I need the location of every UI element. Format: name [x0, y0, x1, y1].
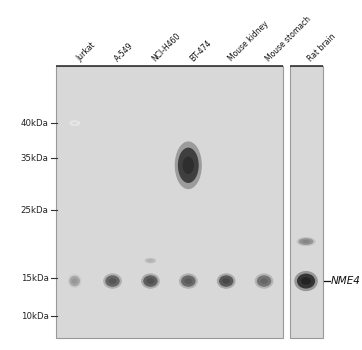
Text: 25kDa: 25kDa [21, 206, 49, 215]
Ellipse shape [147, 259, 153, 262]
Text: 35kDa: 35kDa [21, 154, 49, 163]
Bar [290, 66, 323, 338]
Text: 10kDa: 10kDa [21, 312, 49, 321]
Ellipse shape [109, 278, 117, 284]
Ellipse shape [294, 271, 318, 291]
Ellipse shape [105, 275, 120, 287]
Ellipse shape [297, 274, 315, 288]
Ellipse shape [301, 277, 311, 285]
Ellipse shape [69, 120, 80, 126]
Text: NCI-H460: NCI-H460 [151, 31, 182, 63]
Text: A-549: A-549 [113, 41, 135, 63]
Text: BT-474: BT-474 [188, 38, 213, 63]
Text: Rat brain: Rat brain [306, 32, 337, 63]
Ellipse shape [255, 273, 273, 289]
Ellipse shape [71, 121, 79, 125]
Ellipse shape [299, 238, 313, 245]
Ellipse shape [70, 276, 80, 286]
Ellipse shape [181, 275, 195, 287]
Ellipse shape [179, 273, 198, 289]
Ellipse shape [145, 258, 156, 263]
Text: Mouse kidney: Mouse kidney [226, 20, 270, 63]
Ellipse shape [182, 156, 194, 174]
Ellipse shape [143, 275, 157, 287]
Ellipse shape [143, 257, 158, 264]
Ellipse shape [175, 141, 202, 189]
Ellipse shape [302, 240, 310, 243]
Text: Jurkat: Jurkat [75, 41, 97, 63]
Ellipse shape [296, 237, 316, 246]
Ellipse shape [184, 278, 192, 284]
Ellipse shape [147, 278, 154, 284]
Text: 40kDa: 40kDa [21, 119, 49, 128]
Ellipse shape [68, 274, 81, 288]
Bar [56, 66, 283, 338]
Ellipse shape [260, 278, 268, 284]
Ellipse shape [217, 273, 236, 289]
Ellipse shape [178, 148, 199, 183]
Ellipse shape [72, 279, 77, 284]
Ellipse shape [219, 275, 233, 287]
Ellipse shape [72, 122, 77, 124]
Text: NME4: NME4 [331, 276, 361, 286]
Ellipse shape [257, 275, 271, 287]
Ellipse shape [222, 278, 230, 284]
Text: 15kDa: 15kDa [21, 274, 49, 283]
Text: Mouse stomach: Mouse stomach [264, 14, 313, 63]
Ellipse shape [141, 273, 160, 289]
Ellipse shape [103, 273, 122, 289]
